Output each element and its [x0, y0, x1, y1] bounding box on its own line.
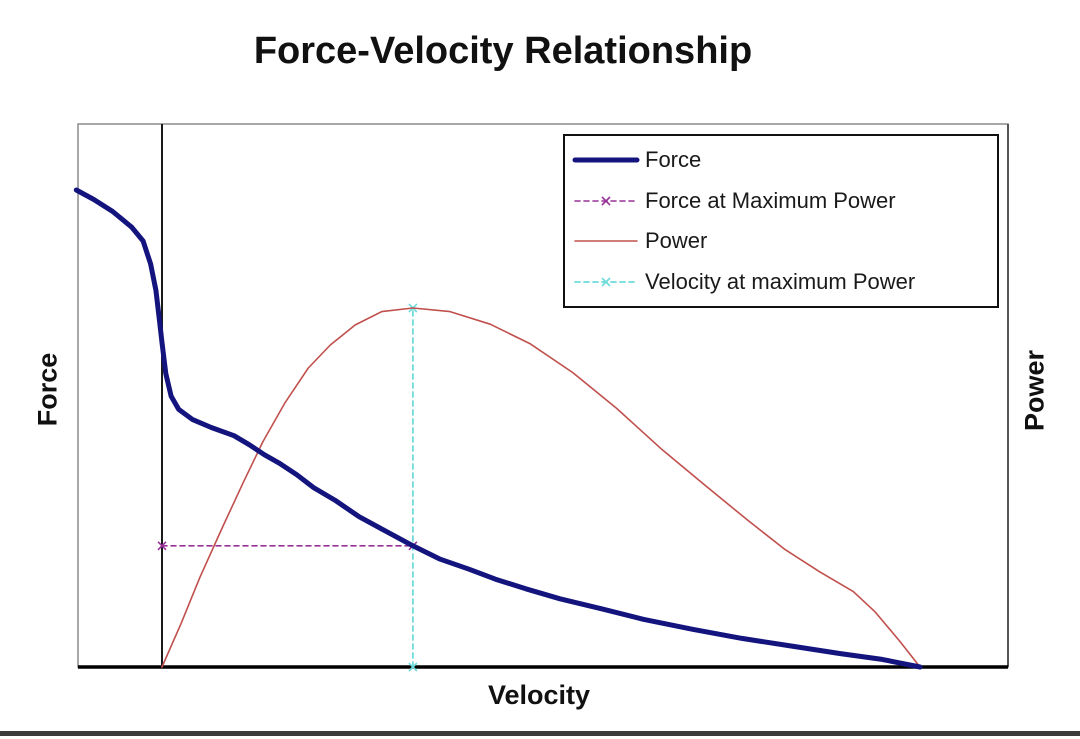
legend-label: Force	[645, 147, 702, 173]
legend-box: Force Force at Maximum Power Power Velocity…	[563, 134, 999, 308]
force-at-maximum-power-marker-start	[157, 541, 167, 551]
velocity-at-maximum-power-marker-start	[408, 662, 418, 672]
y-axis-label-right: Power	[1019, 349, 1050, 432]
x-axis-label: Velocity	[487, 680, 591, 710]
legend-force-at-maximum-power-sample-icon	[574, 196, 638, 206]
legend-label: Force at Maximum Power	[645, 187, 896, 213]
legend-label: Power	[645, 228, 708, 254]
legend-item-force: Force	[572, 147, 997, 173]
legend-velocity-at-maximum-power-sample-icon	[574, 277, 638, 287]
legend-force-sample-icon	[572, 157, 640, 163]
bottom-border-bar	[0, 731, 1080, 736]
legend-item-force-at-maximum-power: Force at Maximum Power	[572, 188, 997, 214]
y-axis-label-left: Force	[32, 352, 63, 427]
legend-item-velocity-at-maximum-power: Velocity at maximum Power	[572, 269, 997, 295]
chart-title: Force-Velocity Relationship	[253, 30, 753, 72]
power-curve	[161, 307, 921, 668]
force-curve	[73, 187, 923, 670]
legend-label: Velocity at maximum Power	[645, 268, 916, 294]
legend-power-sample-icon	[574, 240, 638, 243]
legend-item-power: Power	[572, 228, 997, 254]
